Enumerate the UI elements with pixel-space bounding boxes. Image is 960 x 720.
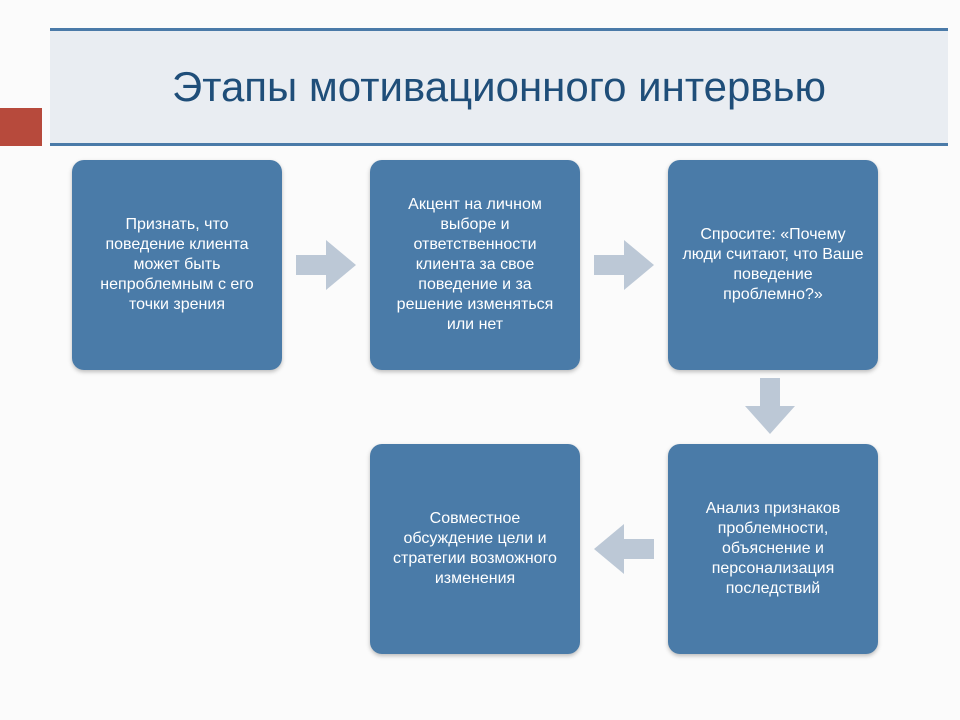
flow-box-5: Совместное обсуждение цели и стратегии в… [370, 444, 580, 654]
flow-area: Признать, что поведение клиента может бы… [0, 160, 960, 700]
accent-block [0, 108, 42, 146]
arrow-left-icon [594, 524, 654, 574]
flow-box-2-label: Акцент на личном выборе и ответственност… [384, 195, 566, 335]
flow-box-4-label: Анализ признаков проблемности, объяснени… [682, 499, 864, 599]
flow-box-3-label: Спросите: «Почему люди считают, что Ваше… [682, 225, 864, 305]
arrow-right-icon [594, 240, 654, 290]
arrow-3-4 [745, 378, 795, 434]
flow-box-2: Акцент на личном выборе и ответственност… [370, 160, 580, 370]
arrow-right-icon [296, 240, 356, 290]
flow-box-3: Спросите: «Почему люди считают, что Ваше… [668, 160, 878, 370]
flow-box-5-label: Совместное обсуждение цели и стратегии в… [384, 509, 566, 589]
flow-box-1: Признать, что поведение клиента может бы… [72, 160, 282, 370]
flow-box-1-label: Признать, что поведение клиента может бы… [86, 215, 268, 315]
slide: Этапы мотивационного интервью Признать, … [0, 0, 960, 720]
arrow-1-2 [296, 240, 356, 290]
title-band: Этапы мотивационного интервью [50, 28, 948, 146]
arrow-down-icon [745, 378, 795, 434]
page-title: Этапы мотивационного интервью [172, 65, 826, 109]
arrow-4-5 [594, 524, 654, 574]
flow-box-4: Анализ признаков проблемности, объяснени… [668, 444, 878, 654]
arrow-2-3 [594, 240, 654, 290]
